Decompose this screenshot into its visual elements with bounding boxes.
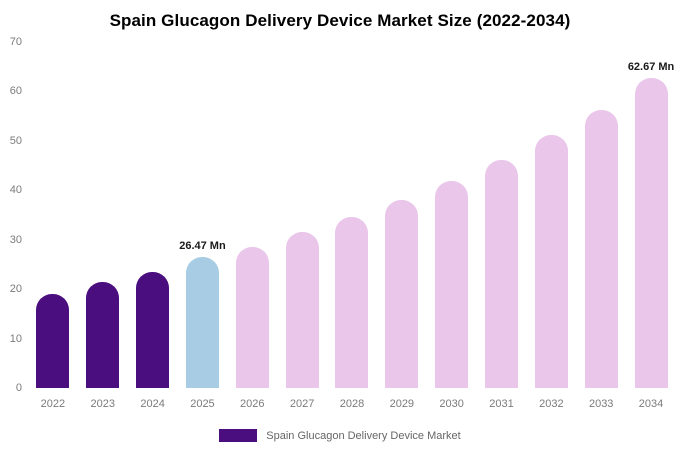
x-axis-label: 2023 [90, 398, 115, 410]
chart-title: Spain Glucagon Delivery Device Market Si… [109, 11, 571, 30]
bar-2024 [136, 271, 170, 388]
x-axis-label: 2025 [190, 398, 215, 410]
x-axis-label: 2032 [539, 398, 564, 410]
bar-column: 2024 [128, 42, 178, 410]
x-axis-label: 2027 [289, 398, 315, 410]
x-axis-label: 2034 [638, 398, 664, 410]
bar-column: 26.47 Mn 2025 [178, 42, 228, 410]
bar-column: 2026 [227, 42, 277, 410]
x-axis-label: 2026 [240, 398, 265, 410]
bar-2033 [584, 109, 618, 388]
bar-2029 [385, 199, 419, 388]
bar-2022 [36, 293, 70, 388]
bar-2031 [485, 160, 519, 388]
x-axis-label: 2022 [40, 398, 66, 410]
bar-2026 [235, 247, 269, 388]
y-tick-label: 60 [9, 85, 22, 98]
legend-swatch [219, 429, 258, 442]
plot-area: 2022 2023 2024 26.47 Mn 2025 2026 2027 2028 2029… [28, 42, 676, 410]
legend: Spain Glucagon Delivery Device Market [0, 429, 680, 442]
x-axis-label: 2024 [140, 398, 165, 410]
y-tick-label: 50 [9, 134, 22, 147]
bar-2023 [86, 282, 120, 388]
bar-column: 2032 [526, 42, 576, 410]
legend-label: Spain Glucagon Delivery Device Market [266, 429, 461, 442]
bar-column: 2023 [78, 42, 128, 410]
bar-2034 [634, 78, 668, 388]
y-tick-label: 0 [15, 382, 22, 394]
y-tick-label: 40 [9, 184, 22, 197]
y-tick-label: 30 [9, 233, 22, 246]
bar-column: 2033 [576, 42, 626, 410]
bar-value-label: 26.47 Mn [179, 240, 226, 253]
y-tick-label: 70 [9, 36, 22, 48]
bar-column: 2030 [427, 42, 477, 410]
bar-2032 [534, 134, 568, 388]
y-tick-label: 20 [9, 283, 22, 296]
x-axis-label: 2033 [588, 398, 614, 410]
bar-column: 2027 [277, 42, 327, 410]
bar-2030 [435, 180, 469, 388]
x-axis-label: 2031 [489, 398, 514, 410]
bar-column: 62.67 Mn 2034 [626, 42, 676, 410]
bar-2027 [285, 232, 319, 388]
x-axis-label: 2029 [389, 398, 415, 410]
bar-column: 2028 [327, 42, 377, 410]
bar-2025 [185, 257, 219, 388]
bar-column: 2029 [377, 42, 427, 410]
bar-value-label: 62.67 Mn [627, 61, 675, 74]
bar-column: 2022 [28, 42, 78, 410]
y-tick-label: 10 [9, 332, 22, 345]
y-axis: 0 10 20 30 40 50 60 70 [0, 36, 22, 394]
x-axis-label: 2028 [339, 398, 365, 410]
x-axis-label: 2030 [439, 398, 464, 410]
bar-2028 [335, 216, 369, 388]
bar-column: 2031 [477, 42, 527, 410]
